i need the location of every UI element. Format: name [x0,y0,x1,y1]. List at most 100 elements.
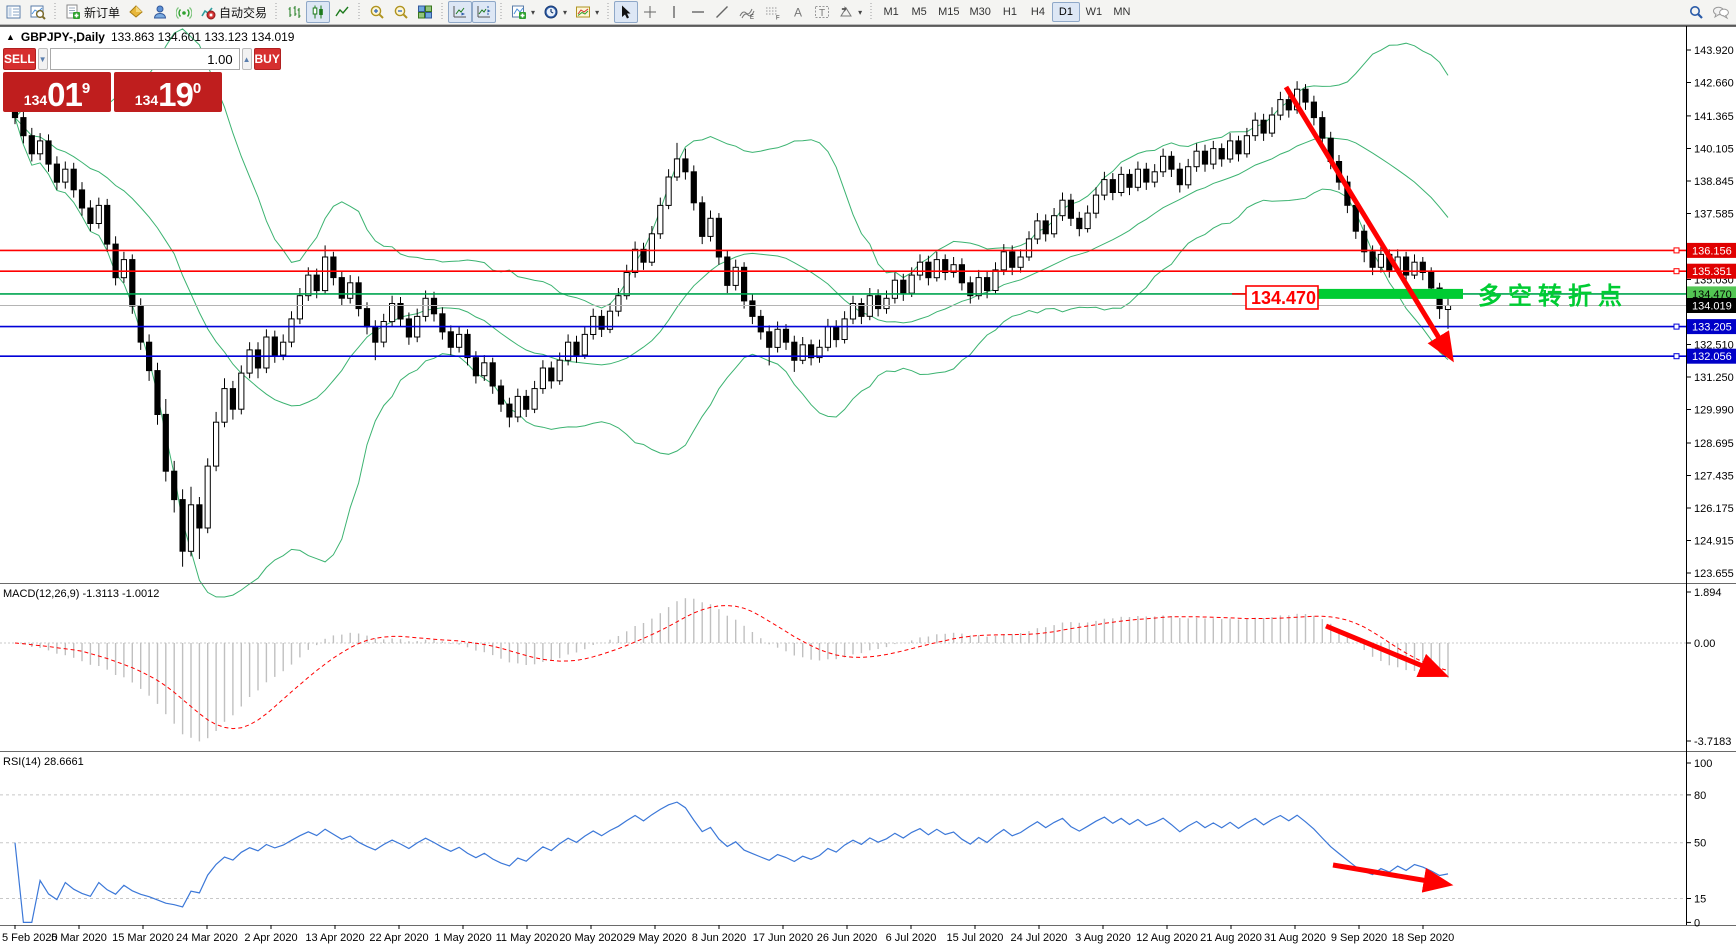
buy-price-figure: 134 [134,92,159,108]
svg-text:127.435: 127.435 [1694,471,1734,483]
volume-decrease-button[interactable]: ▼ [37,48,48,70]
vertical-line-button[interactable] [662,1,686,23]
zoom-in-button[interactable] [365,1,389,23]
cursor-button[interactable] [614,1,639,23]
search-icon [1690,6,1703,19]
svg-text:141.365: 141.365 [1694,111,1734,123]
autotrading-button[interactable]: 自动交易 [196,1,271,23]
bar-chart-button[interactable] [282,1,306,23]
horizontal-line-button[interactable] [686,1,710,23]
timeframe-button-D1[interactable]: D1 [1051,2,1080,22]
svg-text:21 Aug 2020: 21 Aug 2020 [1200,932,1262,944]
dropdown-arrow-icon: ▾ [595,7,600,17]
svg-text:20 May 2020: 20 May 2020 [559,932,623,944]
text-button[interactable]: A [786,1,810,23]
tile-windows-button[interactable] [413,1,437,23]
auto-scroll-icon [453,6,467,18]
volume-increase-button[interactable]: ▲ [241,48,252,70]
timeframe-button-MN[interactable]: MN [1113,6,1131,18]
price-axis: 143.920 142.660 141.365 140.105 138.845 137.5… [1686,45,1736,929]
chart-list-button[interactable] [2,1,26,23]
svg-text:E: E [750,15,754,20]
candlestick-chart-button[interactable] [306,1,331,23]
timeframe-button-H4[interactable]: H4 [1030,6,1045,18]
svg-text:138.845: 138.845 [1694,176,1734,188]
dropdown-arrow-icon: ▾ [858,7,863,17]
buy-button[interactable]: BUY [253,48,281,70]
auto-scroll-button[interactable] [448,1,473,23]
svg-text:134.470: 134.470 [1692,289,1732,301]
new-order-label: 新订单 [84,5,121,20]
text-icon: A [794,6,802,20]
metaeditor-icon [129,5,143,18]
arrows-button[interactable]: ▾ [834,1,866,23]
volume-input[interactable] [49,48,240,70]
svg-text:12 Aug 2020: 12 Aug 2020 [1136,932,1198,944]
data-window-button[interactable] [26,1,50,23]
svg-text:132.056: 132.056 [1692,351,1732,363]
periods-button[interactable]: ▾ [539,1,571,23]
autotrading-icon [201,7,216,20]
svg-text:123.655: 123.655 [1694,568,1734,580]
svg-text:5 Mar 2020: 5 Mar 2020 [51,932,107,944]
svg-text:11 May 2020: 11 May 2020 [496,932,559,944]
timeframe-button-M1[interactable]: M1 [883,6,899,18]
trendline-button[interactable] [710,1,734,23]
community-button[interactable] [148,1,172,23]
dropdown-arrow-icon: ▾ [563,7,568,17]
timeframe-toolbar: M1 M5 M15 M30 H1 H4 D1 W1 MN [877,0,1136,25]
price-callout-box [1245,285,1319,310]
horizontal-line-objects[interactable] [0,247,1686,360]
arrows-icon [840,6,852,17]
indicators-button[interactable]: ▾ [507,1,539,23]
svg-text:140.105: 140.105 [1694,144,1734,156]
chart-canvas[interactable]: 143.920 142.660 141.365 140.105 138.845 137.5… [0,26,1736,946]
zoom-out-button[interactable] [389,1,413,23]
crosshair-button[interactable] [638,1,662,23]
timeframe-button-W1[interactable]: W1 [1085,6,1103,18]
svg-text:126.175: 126.175 [1694,503,1734,515]
timeframe-button-M15[interactable]: M15 [938,6,960,18]
chat-icon [1713,6,1729,20]
zoom-out-icon [394,5,408,19]
svg-text:24 Mar 2020: 24 Mar 2020 [176,932,238,944]
fibonacci-button[interactable]: F [760,1,786,23]
search-button[interactable] [1684,1,1708,23]
person-icon [153,5,167,19]
sell-price-display[interactable]: 134 01 9 [3,72,111,112]
chart-annotations[interactable]: 134.470 多空转折点 [1232,85,1628,893]
chart-shift-button[interactable] [472,1,497,23]
text-label-button[interactable]: T [810,1,834,23]
svg-text:A: A [794,6,802,20]
templates-button[interactable]: ▾ [571,1,603,23]
svg-text:0: 0 [1694,917,1700,929]
horizontal-line-icon [692,11,705,13]
line-chart-button[interactable] [330,1,354,23]
buy-price-display[interactable]: 134 19 0 [114,72,222,112]
chart-list-icon [6,5,21,19]
chat-button[interactable] [1708,1,1734,23]
chinese-note-text: 多空转折点 [1478,282,1628,310]
candlestick-series [11,81,1452,567]
new-order-button[interactable]: 新订单 [61,1,124,23]
pane-separators[interactable] [0,26,1736,926]
timeframe-button-M30[interactable]: M30 [969,6,991,18]
metaeditor-button[interactable] [124,1,148,23]
clock-icon [544,5,558,19]
indicator-labels: MACD(12,26,9) -1.3113 -1.0012 RSI(14) 28.… [3,588,159,768]
svg-text:50: 50 [1694,838,1706,850]
svg-text:17 Jun 2020: 17 Jun 2020 [753,932,814,944]
timeframe-button-H1[interactable]: H1 [1002,6,1017,18]
collapse-panel-icon[interactable]: ▲ [6,32,15,42]
timeframe-button-M5[interactable]: M5 [911,6,927,18]
chart-shift-icon [477,6,491,18]
signals-button[interactable] [172,1,196,23]
svg-text:0.00: 0.00 [1694,638,1715,650]
sell-button[interactable]: SELL [3,48,36,70]
svg-text:137.585: 137.585 [1694,209,1734,221]
svg-text:142.660: 142.660 [1694,78,1734,90]
equidistant-channel-button[interactable]: E [734,1,760,23]
text-label-icon: T [815,6,830,19]
